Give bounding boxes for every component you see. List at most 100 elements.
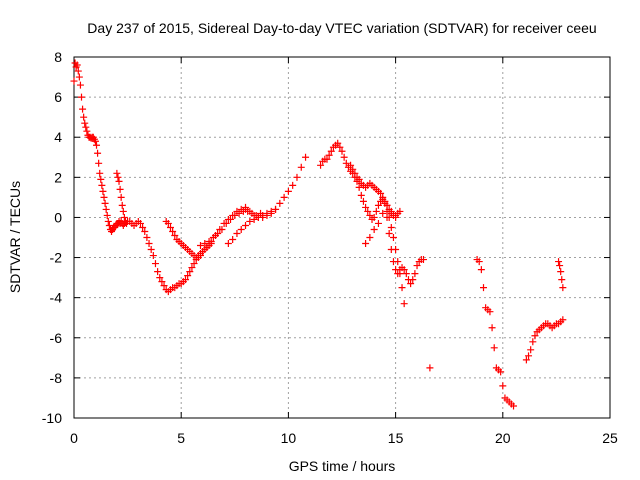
data-point	[103, 211, 111, 219]
data-point	[400, 300, 408, 308]
data-point	[529, 338, 537, 346]
data-point	[116, 185, 124, 193]
data-point	[362, 240, 370, 248]
series-segment-9	[383, 213, 427, 288]
data-point	[263, 209, 271, 217]
y-tick-label: 8	[54, 49, 62, 65]
data-point	[370, 213, 378, 221]
data-point	[280, 193, 288, 201]
data-point	[317, 161, 325, 169]
y-tick-label: 4	[54, 129, 62, 145]
data-point	[222, 219, 230, 227]
data-point	[94, 149, 102, 157]
data-point	[527, 346, 535, 354]
data-point	[387, 223, 395, 231]
data-point	[199, 248, 207, 256]
series-segment-7	[347, 161, 408, 308]
plot-frame	[73, 56, 611, 419]
y-tick-label: -2	[50, 250, 63, 266]
data-point	[101, 199, 109, 207]
grid-lines	[74, 57, 610, 418]
y-tick-label: -4	[50, 290, 63, 306]
data-point	[104, 217, 112, 225]
data-point	[231, 211, 239, 219]
data-point	[224, 240, 232, 248]
data-point	[227, 215, 235, 223]
x-tick-label: 20	[495, 430, 511, 446]
x-tick-label: 0	[70, 430, 78, 446]
data-point	[117, 193, 125, 201]
data-point	[82, 123, 90, 131]
series-segment-8	[362, 201, 400, 248]
chart-title: Day 237 of 2015, Sidereal Day-to-day VTE…	[87, 20, 596, 36]
data-point	[158, 278, 166, 286]
data-point	[359, 197, 367, 205]
data-point	[394, 270, 402, 278]
data-point	[559, 316, 567, 324]
data-point	[398, 284, 406, 292]
data-point	[525, 352, 533, 360]
data-point	[327, 147, 335, 155]
data-point	[102, 205, 110, 213]
data-point	[396, 207, 404, 215]
data-point	[419, 256, 427, 264]
series-segment-11	[473, 256, 518, 410]
data-point	[342, 159, 350, 167]
data-point	[347, 161, 355, 169]
x-axis-label: GPS time / hours	[289, 458, 396, 474]
data-point	[119, 207, 127, 215]
data-point	[486, 308, 494, 316]
data-point	[336, 143, 344, 151]
data-point	[402, 270, 410, 278]
data-point	[389, 258, 397, 266]
data-point	[184, 272, 192, 280]
data-point	[203, 244, 211, 252]
data-point	[100, 193, 108, 201]
data-point	[366, 234, 374, 241]
y-tick-labels: -10 -8 -6 -4 -2 0 2 4 6 8	[42, 49, 62, 426]
data-point	[166, 223, 174, 231]
data-point	[70, 77, 78, 85]
data-point	[349, 165, 357, 173]
data-point	[490, 344, 498, 352]
data-point	[488, 324, 496, 332]
data-point	[351, 169, 359, 177]
data-point	[272, 205, 280, 213]
data-point	[196, 252, 204, 260]
data-point	[374, 201, 382, 209]
data-point	[499, 382, 507, 390]
data-point	[248, 209, 256, 217]
data-point	[143, 234, 151, 241]
data-point	[115, 177, 123, 185]
data-point	[497, 368, 505, 376]
data-point	[105, 221, 113, 229]
data-point	[164, 219, 172, 227]
data-point	[250, 215, 258, 223]
data-point	[323, 155, 331, 163]
data-point	[98, 181, 106, 189]
data-point	[267, 207, 275, 215]
series-segment-12	[522, 316, 567, 364]
data-point	[370, 225, 378, 233]
data-point	[76, 81, 84, 89]
x-tick-label: 15	[388, 430, 404, 446]
series-segment-1	[70, 59, 129, 235]
data-point	[145, 240, 153, 248]
data-point	[83, 127, 91, 135]
data-point	[160, 282, 168, 290]
data-point	[118, 201, 126, 209]
data-point	[136, 219, 144, 227]
data-point	[205, 238, 213, 246]
data-point	[237, 225, 245, 233]
data-point	[254, 213, 262, 221]
data-point	[531, 332, 539, 340]
data-point	[113, 169, 121, 177]
data-point	[186, 268, 194, 276]
data-point	[387, 207, 395, 215]
data-point	[297, 163, 305, 171]
data-point	[147, 246, 155, 254]
data-point	[233, 229, 241, 237]
data-point	[555, 258, 563, 266]
data-point	[409, 276, 417, 284]
